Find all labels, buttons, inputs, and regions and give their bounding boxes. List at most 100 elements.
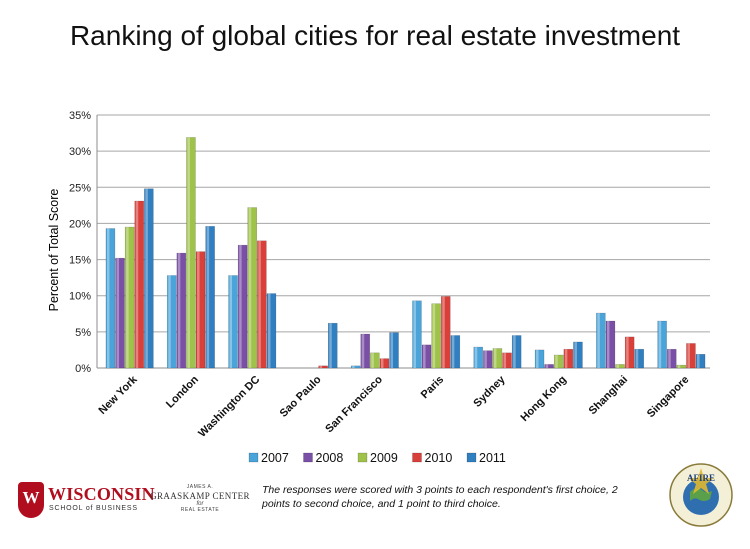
- bar: [544, 364, 554, 369]
- y-tick-label: 30%: [69, 146, 91, 158]
- y-tick-label: 25%: [69, 182, 91, 194]
- bar-highlight: [135, 201, 139, 368]
- bar-highlight: [380, 358, 384, 368]
- bar-highlight: [606, 321, 610, 368]
- bar-highlight: [626, 336, 629, 368]
- bar-highlight: [432, 303, 436, 368]
- bar: [615, 364, 625, 369]
- bar: [450, 335, 461, 369]
- bar-highlight: [197, 251, 200, 368]
- legend-label: 2009: [370, 451, 398, 465]
- graaskamp-logo: JAMES A. GRAASKAMP CENTER for REAL ESTAT…: [150, 484, 250, 513]
- bar-highlight: [635, 349, 639, 368]
- page-title: Ranking of global cities for real estate…: [69, 20, 681, 51]
- bar-highlight: [267, 293, 271, 368]
- bar: [124, 226, 135, 369]
- bar-highlight: [658, 321, 662, 368]
- x-tick-label: Sydney: [471, 373, 508, 410]
- bar-highlight: [677, 365, 681, 368]
- legend-swatch: [412, 452, 422, 463]
- bar: [247, 207, 257, 369]
- bar: [657, 320, 667, 369]
- bar: [318, 365, 328, 369]
- bar: [431, 303, 441, 369]
- bar-highlight: [574, 341, 577, 368]
- svg-text:AFIRE: AFIRE: [687, 473, 715, 483]
- bar-highlight: [319, 365, 323, 368]
- bar: [634, 348, 644, 369]
- bar: [266, 293, 277, 369]
- bar-highlight: [126, 227, 129, 368]
- bar: [502, 352, 512, 369]
- bar-highlight: [206, 226, 210, 368]
- bar-highlight: [545, 364, 549, 368]
- bar-highlight: [442, 296, 445, 368]
- legend-swatch: [303, 452, 313, 463]
- wisconsin-logo: W WISCONSIN SCHOOL of BUSINESS: [18, 482, 155, 520]
- bar: [360, 333, 370, 369]
- bar-highlight: [248, 207, 252, 368]
- bar: [105, 228, 116, 369]
- legend-label: 2008: [316, 451, 344, 465]
- wisconsin-subtitle: SCHOOL of BUSINESS: [49, 505, 138, 512]
- legend-swatch: [357, 452, 368, 463]
- bar-highlight: [493, 348, 497, 368]
- bar-highlight: [187, 137, 190, 368]
- bar: [176, 252, 187, 369]
- bar: [676, 364, 687, 369]
- bar: [667, 348, 677, 369]
- y-tick-label: 10%: [69, 291, 91, 303]
- bar-highlight: [229, 275, 233, 368]
- x-tick-label: Singapore: [645, 374, 692, 421]
- bar: [257, 240, 267, 369]
- bar: [370, 352, 380, 369]
- bar-highlight: [597, 313, 600, 368]
- x-tick-label: Sao Paulo: [278, 373, 324, 419]
- legend-swatch: [248, 452, 259, 463]
- bar: [237, 244, 248, 369]
- bar: [350, 365, 361, 369]
- bar: [596, 312, 606, 369]
- bar-highlight: [239, 245, 242, 368]
- bar-highlight: [258, 240, 261, 368]
- bar-highlight: [484, 350, 487, 368]
- y-tick-label: 35%: [69, 110, 91, 122]
- bar: [441, 296, 451, 369]
- bar: [492, 348, 503, 369]
- bars: [105, 137, 706, 369]
- bar-highlight: [451, 335, 455, 368]
- x-tick-label: New York: [97, 373, 141, 417]
- bar: [473, 346, 483, 369]
- bar-highlight: [555, 354, 558, 368]
- legend-label: 2010: [425, 451, 453, 465]
- bar: [389, 332, 399, 369]
- bar-highlight: [616, 364, 620, 368]
- legend-label: 2007: [261, 451, 289, 465]
- bar-highlight: [564, 349, 568, 368]
- bar: [167, 275, 177, 369]
- bar: [686, 343, 696, 369]
- legend: 2007 2008 2009 2010 2011: [248, 451, 506, 465]
- bar: [534, 349, 545, 369]
- bar: [115, 257, 125, 369]
- bar: [573, 341, 583, 369]
- bar: [379, 358, 390, 369]
- bar: [483, 350, 493, 369]
- bar: [624, 336, 635, 369]
- bar-highlight: [503, 352, 507, 368]
- y-axis-label: Percent of Total Score: [47, 189, 61, 312]
- bar: [412, 300, 422, 369]
- bar-highlight: [390, 332, 394, 368]
- bar-highlight: [106, 228, 110, 368]
- bar-highlight: [668, 349, 671, 368]
- x-tick-label: Hong Kong: [518, 374, 568, 424]
- legend-swatch: [466, 452, 477, 463]
- bar-highlight: [361, 334, 365, 368]
- bar-highlight: [329, 323, 332, 368]
- bar-highlight: [697, 354, 700, 368]
- bar: [328, 322, 338, 369]
- bar-highlight: [145, 188, 148, 368]
- y-axis: 0% 5% 10% 15% 20% 25% 30% 35%: [69, 110, 98, 375]
